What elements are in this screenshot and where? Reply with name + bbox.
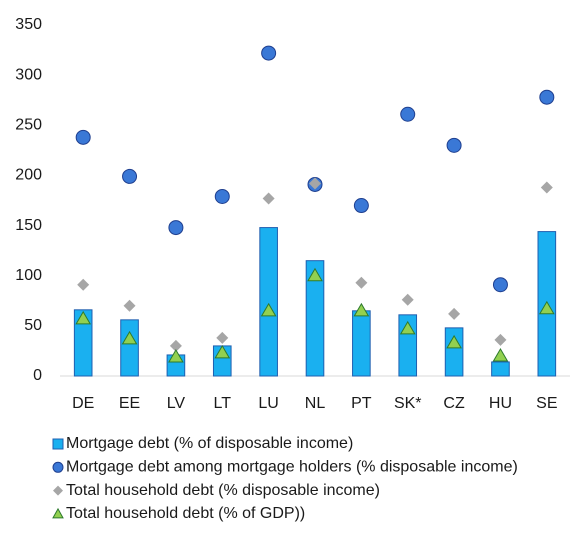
triangle-marker — [260, 302, 277, 317]
triangle-marker — [75, 310, 92, 325]
y-tick-label: 200 — [15, 167, 42, 184]
circle-marker — [214, 188, 230, 204]
triangle-marker — [121, 330, 138, 345]
circle-marker — [75, 129, 91, 145]
x-tick-label: DE — [72, 395, 94, 412]
x-tick-label: LT — [214, 395, 232, 412]
triangle-marker — [353, 302, 370, 317]
triangle-marker — [446, 334, 462, 349]
diamond-marker — [77, 278, 90, 291]
bar — [259, 227, 278, 377]
x-tick-label: SE — [536, 395, 557, 412]
diamond-marker — [216, 331, 229, 344]
diamond-marker — [123, 299, 136, 312]
triangle-marker — [492, 347, 509, 362]
triangle-marker — [307, 267, 323, 282]
triangle-marker — [538, 300, 555, 315]
bar — [444, 327, 464, 377]
diamond-marker — [309, 177, 321, 190]
legend-label: Mortgage debt among mortgage holders (% … — [66, 459, 518, 476]
circle-marker — [122, 168, 138, 184]
circle-marker — [353, 198, 369, 214]
bar — [352, 310, 371, 377]
diamond-marker — [355, 276, 368, 289]
bar — [120, 319, 139, 377]
legend-label: Total household debt (% of GDP)) — [66, 505, 305, 522]
circle-marker — [261, 45, 277, 61]
diamond-marker — [262, 192, 275, 205]
legend-swatch — [52, 438, 64, 450]
circle-marker — [446, 137, 462, 153]
diamond-marker — [169, 339, 182, 352]
diamond-marker — [540, 181, 553, 194]
bar — [491, 361, 510, 377]
legend-label: Mortgage debt (% of disposable income) — [66, 435, 353, 452]
y-tick-label: 100 — [15, 267, 42, 284]
x-tick-label: SK* — [394, 395, 422, 412]
y-tick-label: 0 — [33, 367, 42, 384]
diamond-marker — [448, 307, 461, 320]
triangle-marker — [214, 344, 231, 359]
bar — [73, 309, 93, 377]
y-tick-label: 50 — [24, 317, 42, 334]
x-tick-label: LU — [258, 395, 278, 412]
y-tick-label: 250 — [15, 117, 42, 134]
y-tick-label: 150 — [15, 217, 42, 234]
x-tick-label: CZ — [443, 395, 465, 412]
diamond-marker — [401, 293, 414, 306]
x-tick-label: PT — [351, 395, 372, 412]
legend-label: Total household debt (% disposable incom… — [66, 482, 380, 499]
x-tick-label: EE — [119, 395, 140, 412]
diamond-marker — [494, 333, 507, 346]
circle-marker — [492, 277, 508, 293]
y-tick-label: 350 — [15, 16, 42, 33]
legend-swatch — [52, 461, 64, 473]
legend-swatch — [52, 507, 64, 519]
triangle-marker — [399, 320, 416, 335]
legend-swatch — [53, 485, 63, 496]
circle-marker — [539, 89, 555, 105]
y-tick-label: 300 — [15, 66, 42, 83]
circle-marker — [400, 106, 416, 122]
x-tick-label: HU — [489, 395, 512, 412]
x-tick-label: NL — [305, 395, 326, 412]
triangle-marker — [168, 348, 184, 363]
bar — [305, 260, 325, 377]
circle-marker — [168, 220, 184, 236]
x-tick-label: LV — [167, 395, 186, 412]
